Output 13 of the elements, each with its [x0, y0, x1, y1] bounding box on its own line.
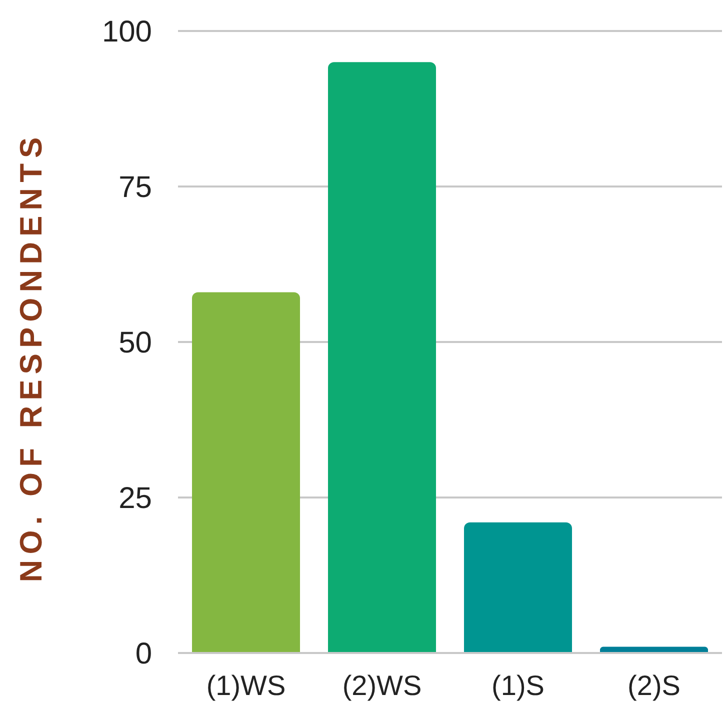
y-tick-label: 0 [135, 638, 152, 671]
x-tick-label: (1)WS [206, 670, 286, 701]
x-tick-label: (2)S [628, 670, 680, 701]
bar [192, 292, 300, 653]
x-tick-label: (2)WS [342, 670, 422, 701]
x-tick-label: (1)S [492, 670, 544, 701]
y-tick-label: 100 [102, 16, 152, 49]
y-tick-label: 75 [118, 171, 152, 204]
y-tick-label: 50 [118, 326, 152, 360]
y-tick-label: 25 [118, 482, 152, 516]
bar [328, 62, 436, 653]
bar [464, 522, 572, 653]
y-axis-title: NO. OF RESPONDENTS [14, 132, 48, 582]
